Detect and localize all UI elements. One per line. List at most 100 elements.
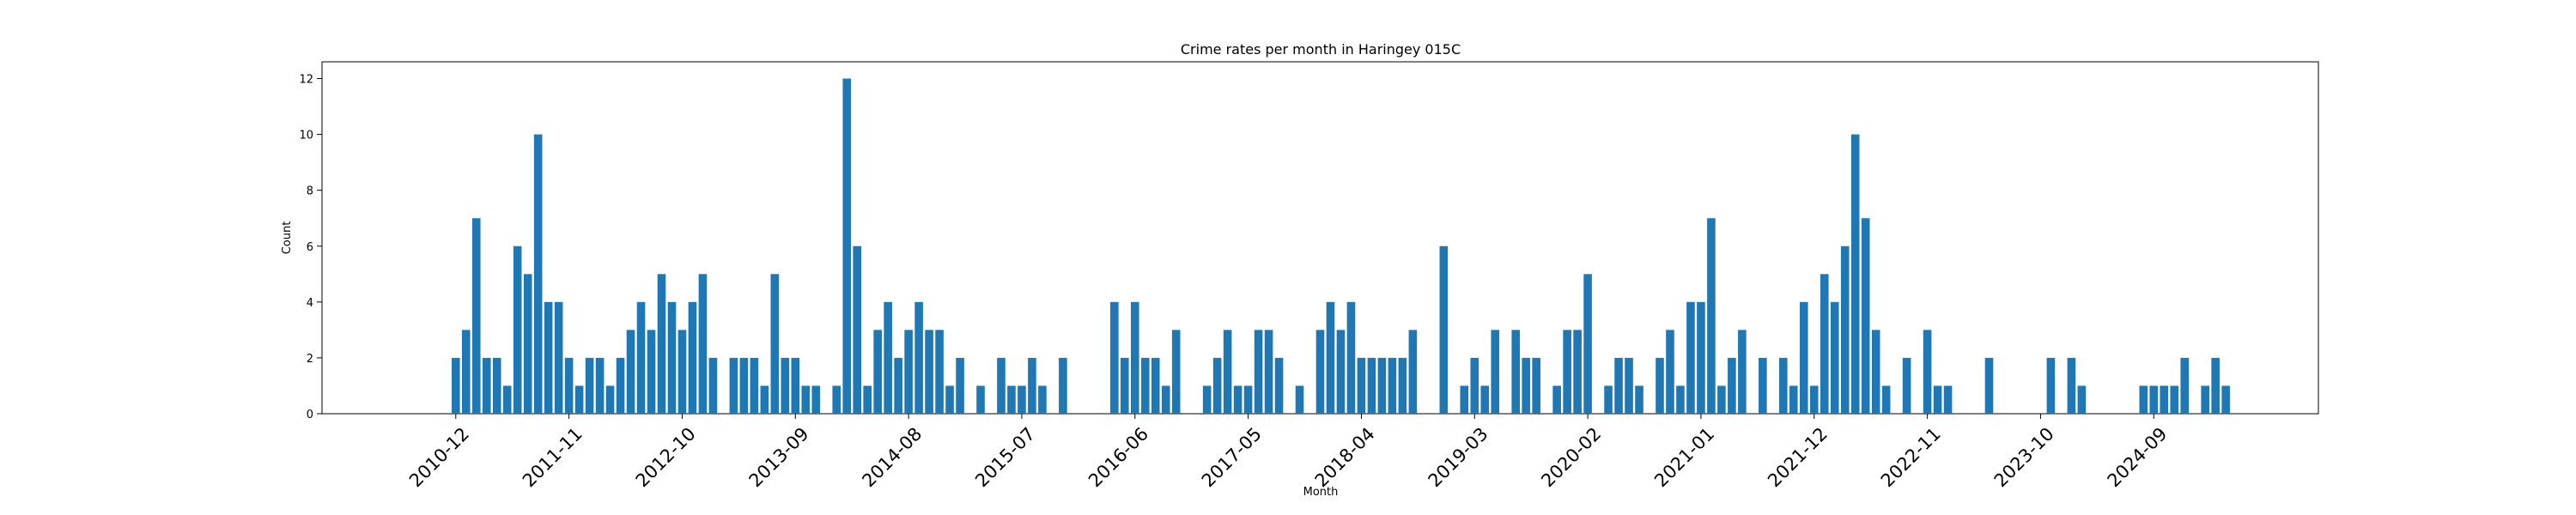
x-tick-label: 2018-04 [1311, 423, 1379, 491]
bar [1573, 330, 1582, 414]
bar [1707, 218, 1716, 414]
bar [1161, 385, 1170, 414]
y-tick-label: 6 [307, 241, 313, 254]
bar [626, 330, 635, 414]
bar [1604, 385, 1613, 414]
bar [1110, 301, 1119, 414]
bar [1491, 330, 1500, 414]
bar [997, 357, 1005, 414]
bars-group [452, 78, 2230, 415]
bar [1439, 245, 1449, 414]
bar [1202, 385, 1212, 414]
bar [770, 274, 780, 414]
bar [750, 357, 759, 414]
bar [873, 330, 882, 414]
bar [1522, 357, 1530, 414]
bar [1809, 385, 1819, 414]
x-tick-label: 2024-09 [2104, 423, 2172, 491]
bar [1871, 330, 1880, 414]
y-tick-label: 4 [307, 297, 313, 310]
bar [1563, 330, 1571, 414]
bar [1861, 218, 1870, 414]
bar [544, 301, 553, 414]
bar [1212, 357, 1222, 414]
bar [1295, 385, 1304, 414]
bar [1552, 385, 1561, 414]
x-tick-label: 2014-08 [858, 423, 926, 491]
bar [471, 218, 481, 414]
bar [945, 385, 954, 414]
bar [1799, 301, 1808, 414]
bar [1933, 385, 1942, 414]
bar [482, 357, 491, 414]
bar [1388, 357, 1397, 414]
bar [708, 357, 718, 414]
bar [1018, 385, 1026, 414]
bar [1759, 357, 1767, 414]
bar [1028, 357, 1036, 414]
bar [1326, 301, 1335, 414]
bar [2067, 357, 2076, 414]
bar [1038, 385, 1047, 414]
bar [2201, 385, 2209, 414]
x-tick-label: 2022-11 [1877, 423, 1945, 491]
bar [925, 330, 933, 414]
bar [564, 357, 574, 414]
bar [1676, 385, 1685, 414]
bar [1480, 385, 1490, 414]
bar [616, 357, 625, 414]
bar [1850, 134, 1860, 414]
bar [842, 78, 852, 415]
bar [1243, 385, 1253, 414]
bar [914, 301, 923, 414]
bar [636, 301, 646, 414]
bar [1840, 245, 1850, 414]
y-tick-label: 0 [307, 409, 313, 421]
y-tick-label: 12 [299, 74, 313, 87]
bar [1233, 385, 1242, 414]
x-axis: 2010-12 2011-11 2012-10 2013-09 2014-08 2015-… [405, 414, 2172, 491]
bar [811, 385, 821, 414]
bar [2160, 385, 2169, 414]
bar [513, 245, 522, 414]
bar [904, 330, 913, 414]
bar [1274, 357, 1284, 414]
bar [2221, 385, 2230, 414]
bar [832, 385, 841, 414]
bar [1007, 385, 1016, 414]
bar [976, 385, 985, 414]
bar [1130, 301, 1139, 414]
bar [1223, 330, 1232, 414]
x-tick-label: 2019-03 [1425, 423, 1492, 491]
bar [2149, 385, 2159, 414]
bar [667, 301, 677, 414]
x-tick-label: 2021-12 [1764, 423, 1832, 491]
bar [1583, 274, 1592, 414]
x-tick-label: 2015-07 [971, 423, 1039, 491]
bar [1789, 385, 1798, 414]
bar [1315, 330, 1325, 414]
bar [956, 357, 964, 414]
x-tick-label: 2016-06 [1084, 423, 1152, 491]
bar [647, 330, 656, 414]
bar [1943, 385, 1953, 414]
x-tick-label: 2013-09 [745, 423, 813, 491]
bar [1902, 357, 1911, 414]
bar [1635, 385, 1643, 414]
bar [492, 357, 501, 414]
bar [1264, 330, 1273, 414]
x-tick-label: 2017-05 [1198, 423, 1266, 491]
bar [1511, 330, 1520, 414]
chart-title: Crime rates per month in Haringey 015C [1181, 41, 1461, 58]
bar [452, 357, 460, 414]
bar [935, 330, 944, 414]
bar [657, 274, 666, 414]
y-axis: 0 2 4 6 8 10 12 [299, 74, 322, 421]
bar [2211, 357, 2220, 414]
y-axis-title: Count [281, 221, 294, 255]
y-tick-label: 2 [307, 353, 313, 366]
bar [1881, 385, 1891, 414]
bar [1614, 357, 1623, 414]
bar [739, 357, 749, 414]
